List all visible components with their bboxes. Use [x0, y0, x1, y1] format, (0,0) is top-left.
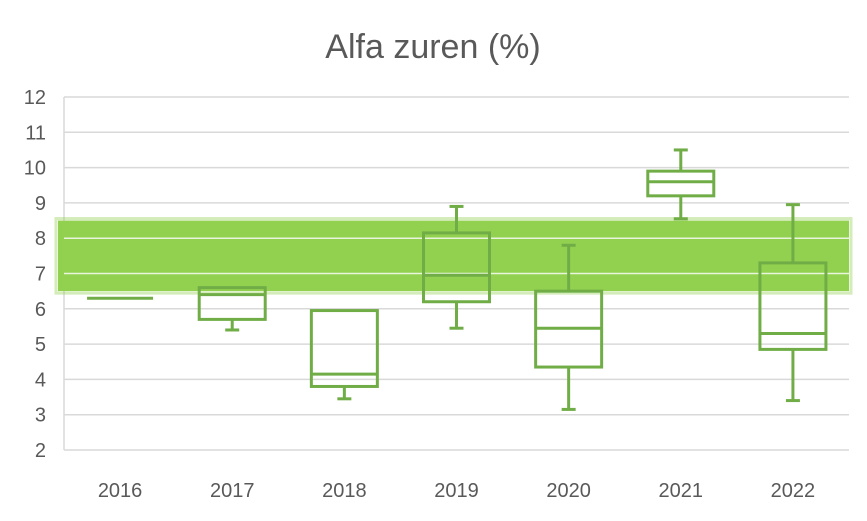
- y-tick-label: 11: [25, 122, 46, 144]
- y-tick-label: 9: [35, 193, 46, 215]
- box-2020: [534, 243, 604, 411]
- y-tick-label: 5: [35, 334, 46, 356]
- y-tick-label: 3: [35, 405, 46, 427]
- box-rect: [309, 309, 379, 388]
- x-tick-label: 2020: [546, 480, 591, 502]
- box-rect: [422, 231, 491, 304]
- x-tick-label: 2016: [98, 480, 143, 502]
- reference-band-edge: [54, 217, 853, 295]
- boxes: [87, 148, 828, 411]
- y-tick-label: 12: [24, 87, 46, 109]
- y-axis-tick-labels: 2 3 4 5 6 7 8 9 10 11 12: [24, 87, 46, 462]
- x-tick-label: 2019: [434, 480, 479, 502]
- x-tick-label: 2022: [771, 480, 816, 502]
- y-tick-label: 10: [24, 158, 46, 180]
- chart-title: Alfa zuren (%): [325, 28, 540, 66]
- x-tick-label: 2018: [322, 480, 367, 502]
- y-tick-label: 4: [35, 369, 46, 391]
- y-tick-label: 2: [35, 440, 46, 462]
- y-tick-label: 7: [35, 264, 46, 286]
- box-2019: [422, 204, 491, 330]
- gridlines-over-band: [64, 237, 849, 275]
- y-tick-label: 8: [35, 228, 46, 250]
- x-tick-label: 2017: [210, 480, 255, 502]
- box-rect: [758, 261, 828, 351]
- box-2017: [197, 286, 267, 332]
- x-tick-label: 2021: [659, 480, 704, 502]
- box-rect: [646, 169, 716, 198]
- box-2018: [309, 309, 379, 401]
- box-2022: [758, 203, 828, 403]
- box-rect: [197, 286, 267, 321]
- y-tick-label: 6: [35, 299, 46, 321]
- x-axis-tick-labels: 2016 2017 2018 2019 2020 2021 2022: [98, 480, 815, 502]
- box-2021: [646, 148, 716, 221]
